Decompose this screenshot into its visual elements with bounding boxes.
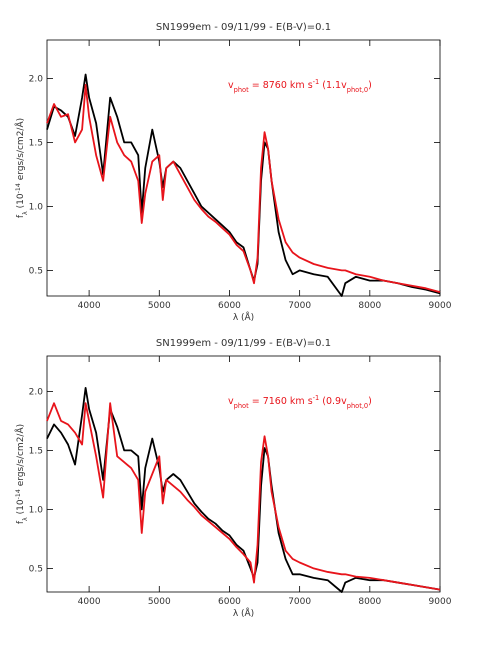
x-tick-label: 8000 xyxy=(358,597,381,607)
y-tick-label: 2.0 xyxy=(29,387,44,397)
x-axis-label-part: λ (Å) xyxy=(233,607,254,619)
annotation: vphot = 8760 km s-1 (1.1vphot,0) xyxy=(228,78,372,94)
y-axis-label-part: (10 xyxy=(16,499,26,517)
chart-title: SN1999em - 09/11/99 - E(B-V)=0.1 xyxy=(156,22,331,33)
annotation-part: ) xyxy=(368,396,372,407)
plot-frame xyxy=(46,39,441,297)
y-axis-label-part: f xyxy=(16,214,26,218)
spectrum-line xyxy=(46,402,441,591)
y-tick-label: 1.5 xyxy=(29,446,43,456)
annotation-part: -1 xyxy=(313,394,320,402)
annotation-part: v xyxy=(228,80,234,91)
annotation-part: v xyxy=(228,396,234,407)
x-axis-label: λ (Å) xyxy=(233,607,254,619)
x-tick-label: 9000 xyxy=(429,301,452,311)
y-tick-label: 0.5 xyxy=(29,266,43,276)
y-axis-label-part: λ xyxy=(22,517,29,521)
spectrum-line xyxy=(46,386,441,593)
plot-frame xyxy=(46,355,441,593)
x-tick-label: 7000 xyxy=(288,597,311,607)
x-tick-label: 4000 xyxy=(78,301,101,311)
annotation: vphot = 7160 km s-1 (0.9vphot,0) xyxy=(228,394,372,410)
annotation-part: -1 xyxy=(313,78,320,86)
x-axis-label: λ (Å) xyxy=(233,311,254,323)
y-axis-label-part: f xyxy=(16,520,26,524)
x-axis-label-part: λ (Å) xyxy=(233,311,254,323)
y-axis-label-part: (10 xyxy=(16,193,26,211)
x-tick-label: 4000 xyxy=(78,597,101,607)
y-axis-label-part: λ xyxy=(22,211,29,215)
y-tick-label: 2.0 xyxy=(29,74,44,84)
annotation-part: (1.1v xyxy=(319,80,347,91)
y-axis-label-part: ergs/s/cm2/Å) xyxy=(14,118,26,183)
y-axis-label-part: -14 xyxy=(15,489,22,499)
x-tick-label: 5000 xyxy=(148,597,171,607)
x-tick-label: 9000 xyxy=(429,597,452,607)
annotation-part: phot,0 xyxy=(347,402,368,410)
spectrum-line xyxy=(46,83,441,294)
x-tick-label: 8000 xyxy=(358,301,381,311)
annotation-part: phot,0 xyxy=(347,86,368,94)
x-tick-label: 6000 xyxy=(218,301,241,311)
annotation-part: (0.9v xyxy=(319,396,347,407)
y-tick-label: 0.5 xyxy=(29,564,43,574)
chart-title: SN1999em - 09/11/99 - E(B-V)=0.1 xyxy=(156,338,331,349)
y-axis-label-part: -14 xyxy=(15,183,22,193)
annotation-part: phot xyxy=(234,86,249,94)
spectrum-line xyxy=(46,73,441,297)
x-tick-label: 6000 xyxy=(218,597,241,607)
annotation-part: = 8760 km s xyxy=(249,80,313,91)
annotation-part: = 7160 km s xyxy=(249,396,313,407)
y-axis-label-part: ergs/s/cm2/Å) xyxy=(14,424,26,489)
x-tick-label: 5000 xyxy=(148,301,171,311)
x-tick-label: 7000 xyxy=(288,301,311,311)
annotation-part: phot xyxy=(234,402,249,410)
y-tick-label: 1.0 xyxy=(29,202,44,212)
y-axis-label: fλ (10-14 ergs/s/cm2/Å) xyxy=(14,424,29,524)
y-tick-label: 1.5 xyxy=(29,138,43,148)
y-tick-label: 1.0 xyxy=(29,505,44,515)
y-axis-label: fλ (10-14 ergs/s/cm2/Å) xyxy=(14,118,29,218)
annotation-part: ) xyxy=(368,80,372,91)
